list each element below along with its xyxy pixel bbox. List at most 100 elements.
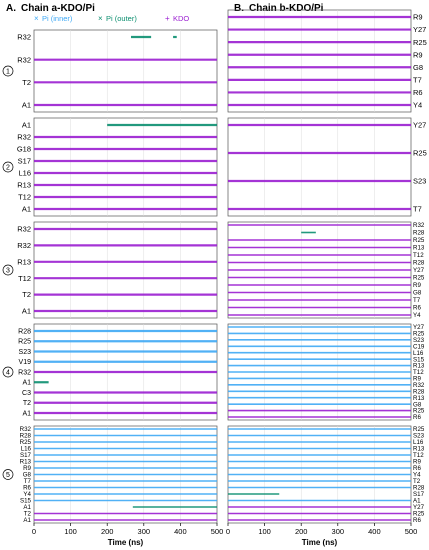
row-label: T7 [413, 205, 422, 214]
x-tick-label: 400 [174, 527, 187, 536]
row-label: R6 [23, 485, 31, 492]
row: R13 [20, 459, 217, 466]
x-tick-label: 100 [64, 527, 77, 536]
row-label: R32 [17, 55, 31, 64]
row-label: C3 [22, 390, 31, 397]
row: A1 [22, 205, 217, 214]
row: R9 [228, 376, 421, 383]
row: A1 [23, 517, 217, 524]
row: R6 [228, 465, 421, 472]
row-label: T12 [18, 274, 31, 283]
row-label: R25 [413, 426, 425, 433]
row-label: G8 [413, 290, 422, 297]
row: G18 [17, 145, 217, 154]
row: T7 [228, 297, 421, 304]
row-label: R32 [20, 426, 32, 433]
row: S23 [19, 349, 217, 356]
x-tick-label: 300 [332, 527, 345, 536]
row-label: R9 [413, 13, 423, 22]
row-label: R13 [20, 459, 32, 466]
column-title-text: Chain a-KDO/Pi [21, 3, 95, 14]
row-label: Y27 [413, 25, 426, 34]
row: A1 [22, 121, 217, 130]
row: R32 [17, 133, 217, 142]
row-label: Y4 [23, 491, 31, 498]
panel-number: 4 [6, 370, 10, 377]
row: R25 [228, 331, 425, 338]
row-label: L16 [18, 169, 31, 178]
row-label: R28 [413, 388, 425, 395]
row: T7 [228, 205, 422, 214]
row: R25 [228, 426, 425, 433]
row: L16 [228, 439, 424, 446]
row: R32 [20, 426, 217, 433]
row-label: R6 [413, 465, 421, 472]
row: R6 [228, 305, 421, 312]
row-label: R9 [413, 459, 421, 466]
row: R9 [228, 50, 423, 59]
row: R13 [228, 395, 425, 402]
column-title-text: Chain b-KDO/Pi [249, 3, 324, 14]
row: R28 [301, 230, 425, 237]
panel-4: R28 R25 S23 V19 R32 A1 C3 T2 A1 4 [2, 323, 218, 421]
panel-frame [33, 221, 218, 319]
row: R28 [20, 433, 217, 440]
row-label: R13 [413, 363, 425, 370]
panel-number-circle [2, 65, 14, 77]
row-label: R32 [17, 225, 31, 234]
row: A1 [22, 307, 217, 316]
row: R32 [18, 369, 217, 376]
row-label: L16 [413, 439, 424, 446]
legend: × Pi (inner) × Pi (outer) + KDO [34, 14, 189, 23]
row: T2 [22, 78, 217, 87]
row-label: S15 [20, 498, 32, 505]
row-label: R25 [413, 149, 427, 158]
row-label: R32 [17, 241, 31, 250]
row: R25 [228, 38, 427, 47]
row: S23 [228, 177, 426, 186]
panel-2: Y27 R25 S23 T7 [227, 117, 427, 217]
row-label: Y27 [413, 267, 425, 274]
row: T7 [24, 478, 217, 485]
row-label: S23 [413, 177, 426, 186]
row-label: R28 [20, 433, 32, 440]
row: A1 [228, 498, 421, 505]
chart-columns: A. Chain a-KDO/PiR32R32T2A11A1R32G18S17L1… [2, 3, 427, 547]
row: T12 [228, 252, 424, 259]
row-label: R32 [413, 382, 425, 389]
row: L16 [21, 446, 217, 453]
row-label: R28 [413, 485, 425, 492]
row: G8 [23, 472, 217, 479]
row: G8 [228, 401, 422, 408]
row-label: S23 [19, 349, 32, 356]
row: R32 [17, 33, 177, 42]
row: T2 [22, 290, 217, 299]
row-label: R25 [413, 237, 425, 244]
column-title: A. Chain a-KDO/Pi [6, 3, 95, 14]
row-label: R25 [413, 511, 425, 518]
row-label: G18 [17, 145, 31, 154]
row: R6 [228, 88, 423, 97]
row-label: R9 [413, 376, 421, 383]
row: C3 [22, 390, 217, 397]
row: R28 [228, 260, 425, 267]
x-tick-label: 200 [101, 527, 114, 536]
row-label: R32 [18, 369, 31, 376]
row-label: Y4 [413, 101, 422, 110]
row: R6 [23, 485, 217, 492]
panel-frame [33, 29, 218, 113]
row: R32 [17, 241, 217, 250]
row: R25 [228, 237, 425, 244]
row: R13 [228, 363, 425, 370]
panel-4: Y27R25S23C19L16S15R13T12R9R32R28R13G8R25… [227, 323, 425, 421]
row-label: R25 [20, 439, 32, 446]
row-label: S15 [413, 356, 425, 363]
row-label: R32 [17, 133, 31, 142]
row-label: T2 [413, 478, 421, 485]
row: S17 [18, 157, 217, 166]
x-tick-label: 0 [32, 527, 36, 536]
row: R32 [17, 55, 217, 64]
panel-frame [227, 117, 412, 217]
